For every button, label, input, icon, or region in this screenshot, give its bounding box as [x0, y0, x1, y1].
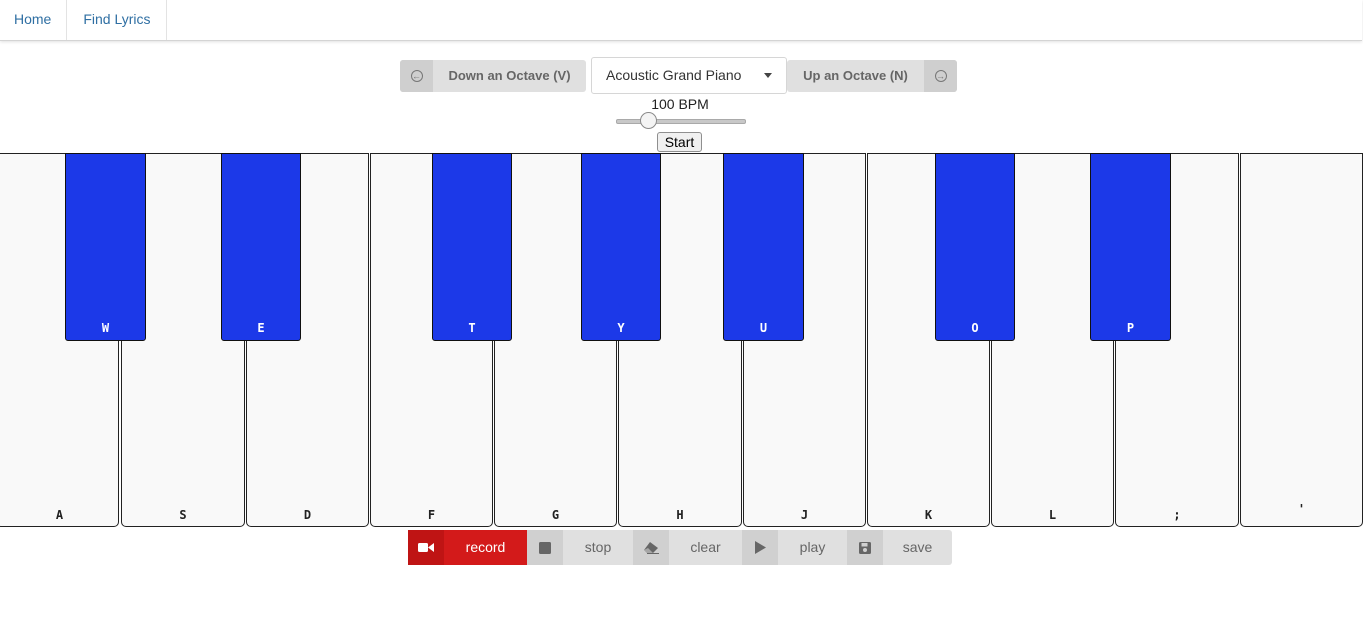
floppy-disk-icon: [847, 530, 883, 565]
arrow-left-circle-icon: ←: [400, 60, 433, 92]
black-key[interactable]: E: [221, 153, 301, 341]
key-label: A: [55, 508, 64, 522]
recorder-toolbar: record stop clear play save: [408, 530, 952, 565]
down-octave-button[interactable]: ← Down an Octave (V): [400, 60, 586, 92]
key-label: G: [551, 508, 560, 522]
chevron-down-icon: [764, 73, 772, 78]
black-key[interactable]: T: [432, 153, 512, 341]
key-label: O: [971, 321, 979, 335]
nav-home-link[interactable]: Home: [0, 0, 68, 40]
black-key[interactable]: Y: [581, 153, 661, 341]
black-key[interactable]: W: [65, 153, 146, 341]
clear-button[interactable]: clear: [633, 530, 742, 565]
black-key[interactable]: P: [1090, 153, 1171, 341]
white-key[interactable]: ': [1240, 153, 1363, 527]
bpm-label: 100 BPM: [651, 96, 709, 112]
up-octave-button[interactable]: Up an Octave (N) →: [787, 60, 957, 92]
black-key[interactable]: O: [935, 153, 1015, 341]
nav-find-lyrics-link[interactable]: Find Lyrics: [67, 0, 167, 40]
play-icon: [742, 530, 778, 565]
down-octave-label: Down an Octave (V): [448, 68, 571, 83]
key-label: H: [676, 508, 684, 522]
instrument-select-value: Acoustic Grand Piano: [606, 67, 742, 83]
key-label: ;: [1173, 508, 1181, 522]
key-label: T: [468, 321, 476, 335]
key-label: K: [924, 508, 933, 522]
stop-square-icon: [527, 530, 563, 565]
record-label: record: [465, 539, 506, 555]
instrument-select[interactable]: Acoustic Grand Piano: [591, 57, 787, 94]
key-label: J: [800, 508, 809, 522]
save-button[interactable]: save: [847, 530, 952, 565]
clear-label: clear: [690, 539, 721, 555]
up-octave-label: Up an Octave (N): [803, 68, 908, 83]
eraser-icon: [633, 530, 669, 565]
key-label: ': [1297, 502, 1306, 516]
key-label: D: [303, 508, 312, 522]
key-label: F: [427, 508, 436, 522]
arrow-right-circle-icon: →: [924, 60, 957, 92]
key-label: Y: [617, 321, 625, 335]
key-label: P: [1126, 321, 1135, 335]
record-button[interactable]: record: [408, 530, 527, 565]
key-label: E: [257, 321, 265, 335]
play-label: play: [799, 539, 826, 555]
key-label: L: [1048, 508, 1057, 522]
black-key[interactable]: U: [723, 153, 804, 341]
key-label: U: [759, 321, 768, 335]
piano-keyboard: A S D F G H J K L ; ' W E T Y U O P: [0, 153, 1363, 529]
stop-label: stop: [584, 539, 612, 555]
bpm-slider-track[interactable]: [616, 119, 746, 124]
save-label: save: [902, 539, 933, 555]
top-navbar: Home Find Lyrics: [0, 0, 1362, 41]
key-label: W: [101, 321, 110, 335]
bpm-slider-thumb[interactable]: [640, 112, 657, 129]
key-label: S: [179, 508, 187, 522]
stop-button[interactable]: stop: [527, 530, 633, 565]
start-button[interactable]: Start: [657, 132, 702, 152]
play-button[interactable]: play: [742, 530, 847, 565]
video-camera-icon: [408, 530, 444, 565]
